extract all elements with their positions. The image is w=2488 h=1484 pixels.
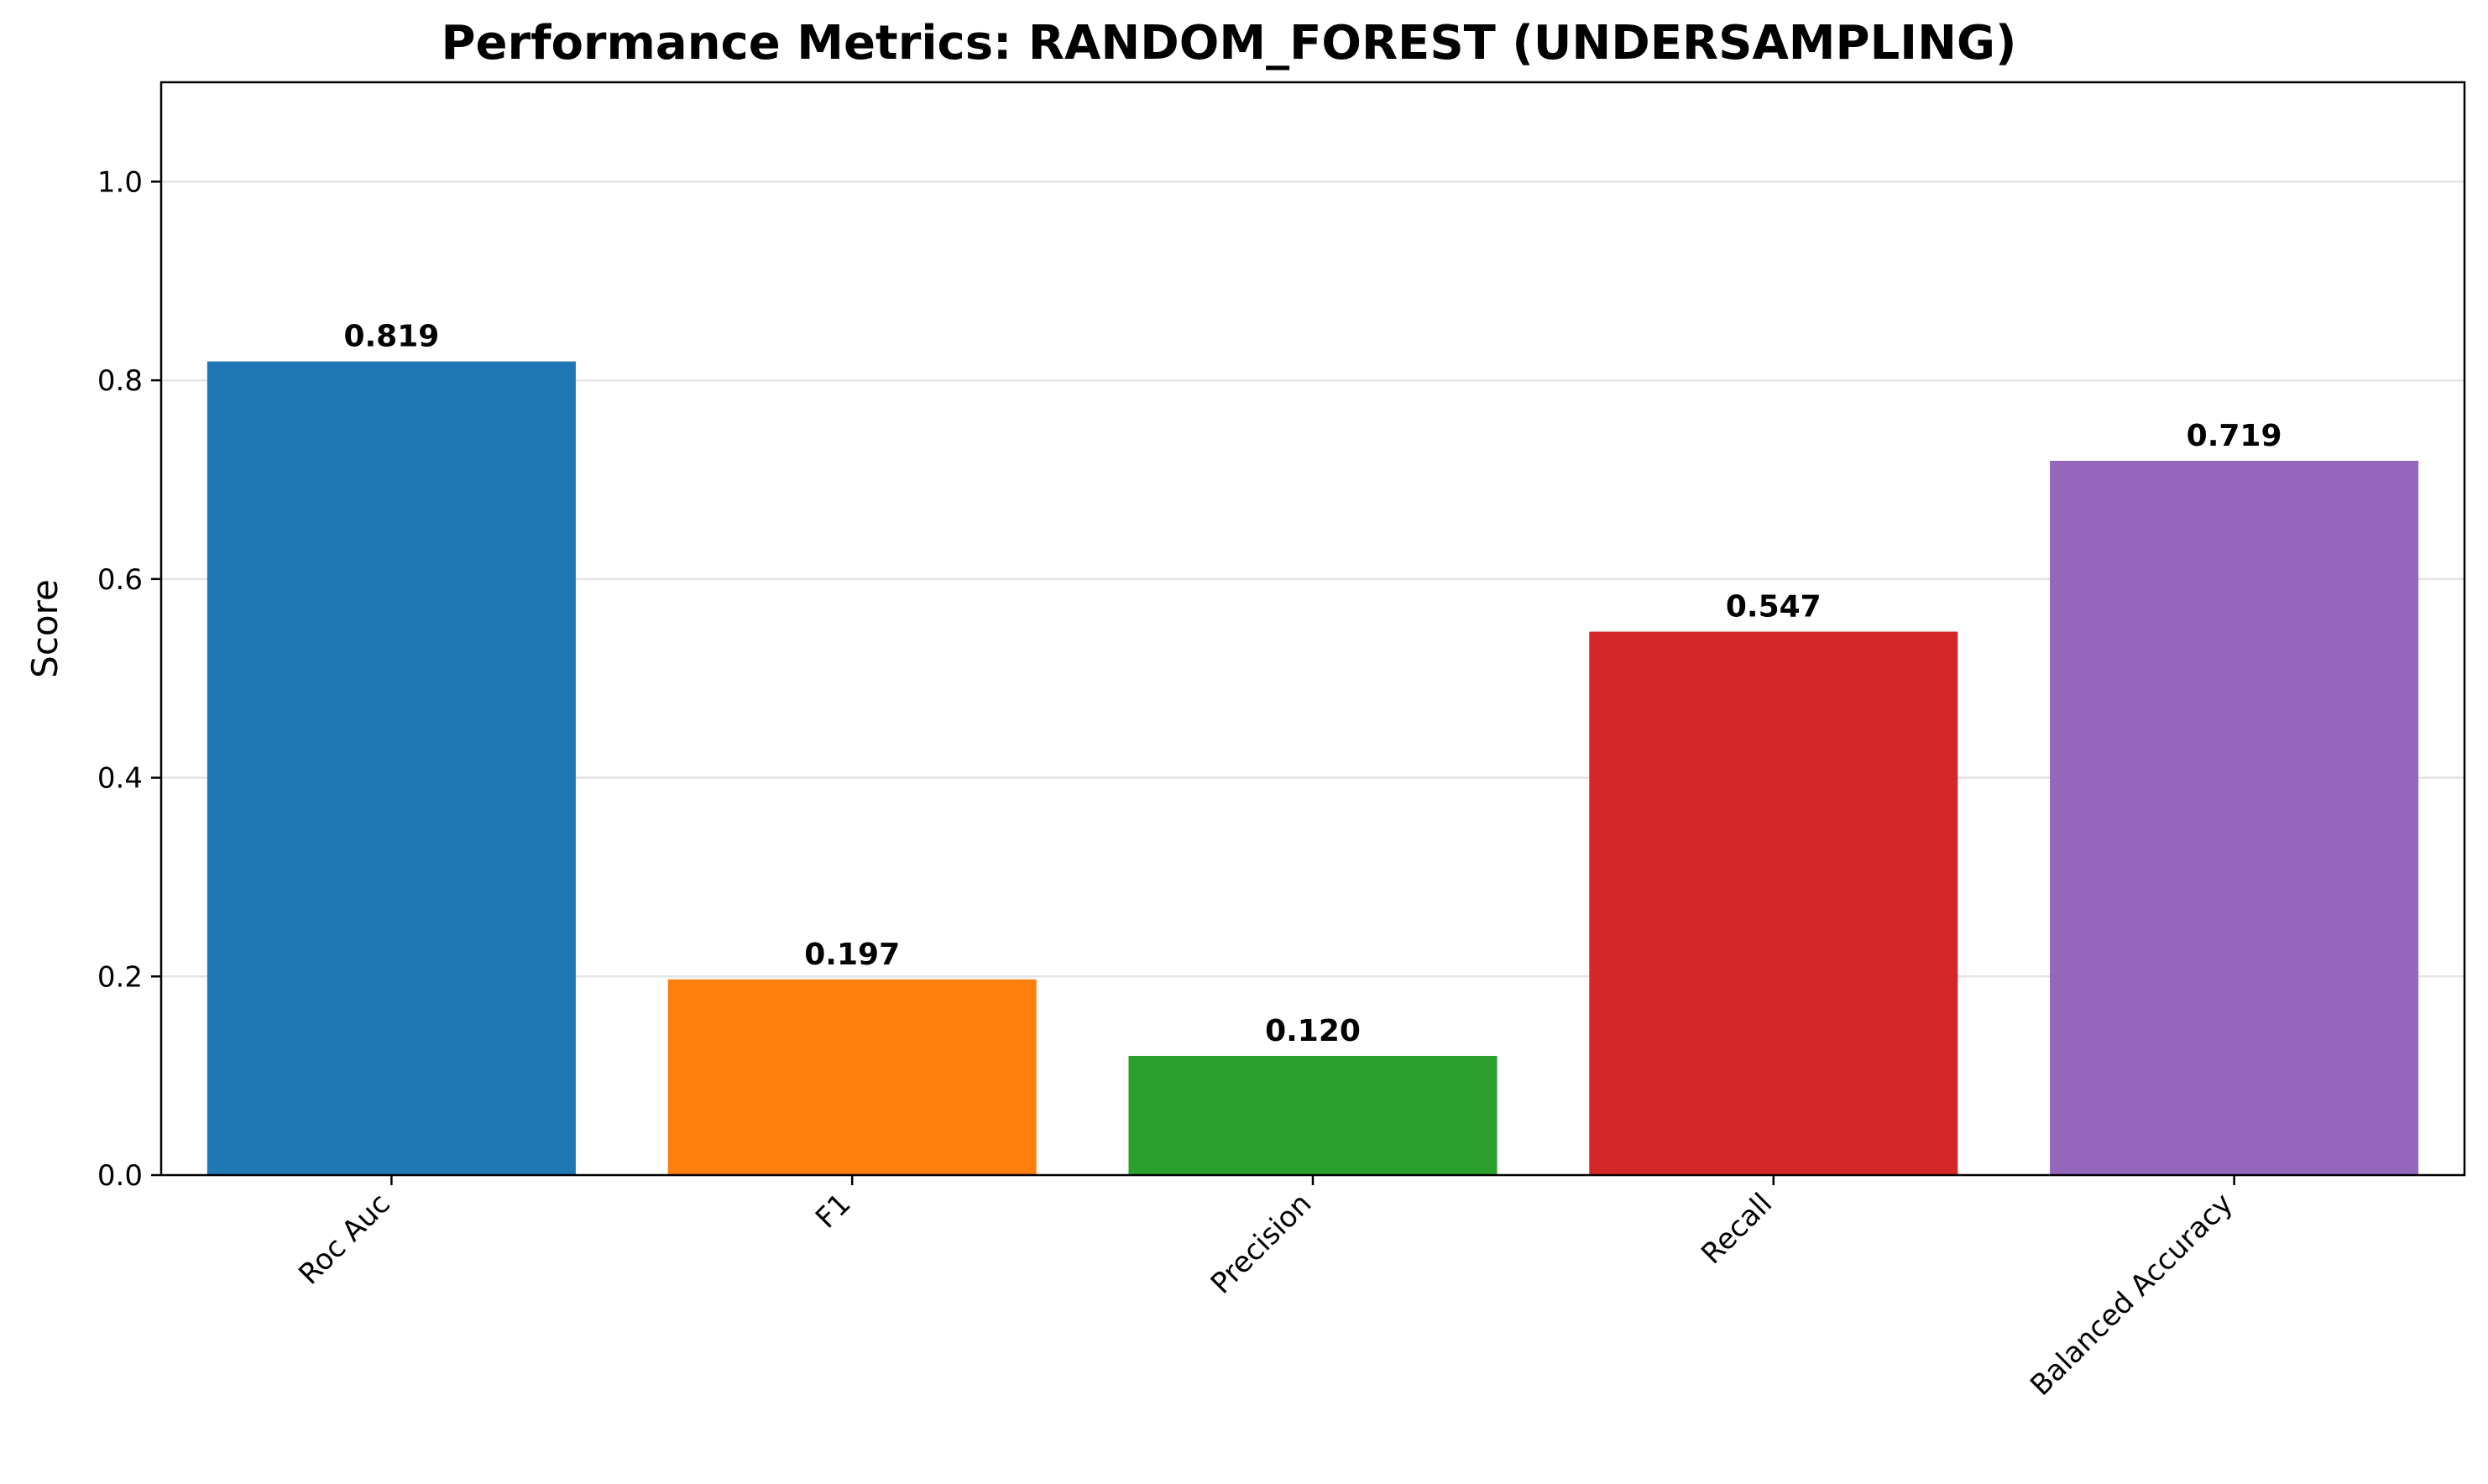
y-tick-label: 0.8 — [97, 364, 143, 398]
data-labels: 0.819 0.197 0.120 0.547 0.719 — [343, 320, 2282, 1048]
x-tick-label: F1 — [809, 1187, 857, 1235]
bar-recall — [1589, 631, 1958, 1175]
y-tick-label: 1.0 — [97, 165, 143, 199]
y-axis: 0.0 0.2 0.4 0.6 0.8 1.0 — [97, 165, 161, 1193]
bars — [206, 361, 2419, 1175]
x-tick-label: Recall — [1695, 1187, 1779, 1271]
x-tick-label: Roc Auc — [292, 1187, 396, 1291]
bar-roc-auc — [206, 361, 576, 1175]
bar-balanced-accuracy — [2050, 460, 2419, 1175]
y-tick-label: 0.6 — [97, 563, 143, 597]
y-axis-label: Score — [24, 579, 65, 678]
y-tick-label: 0.0 — [97, 1159, 143, 1193]
data-label: 0.120 — [1265, 1014, 1361, 1048]
data-label: 0.819 — [343, 320, 439, 354]
data-label: 0.197 — [804, 938, 900, 972]
y-tick-label: 0.4 — [97, 762, 143, 796]
bar-precision — [1128, 1055, 1498, 1175]
bar-f1 — [667, 979, 1037, 1175]
x-axis: Roc Auc F1 Precision Recall Balanced Accurac… — [292, 1175, 2240, 1403]
x-tick-label: Precision — [1205, 1187, 1319, 1301]
y-tick-label: 0.2 — [97, 960, 143, 994]
data-label: 0.719 — [2187, 419, 2282, 453]
data-label: 0.547 — [1726, 590, 1822, 624]
chart-title: Performance Metrics: RANDOM_FOREST (UNDE… — [441, 16, 2016, 71]
x-tick-label: Balanced Accuracy — [2024, 1187, 2240, 1403]
